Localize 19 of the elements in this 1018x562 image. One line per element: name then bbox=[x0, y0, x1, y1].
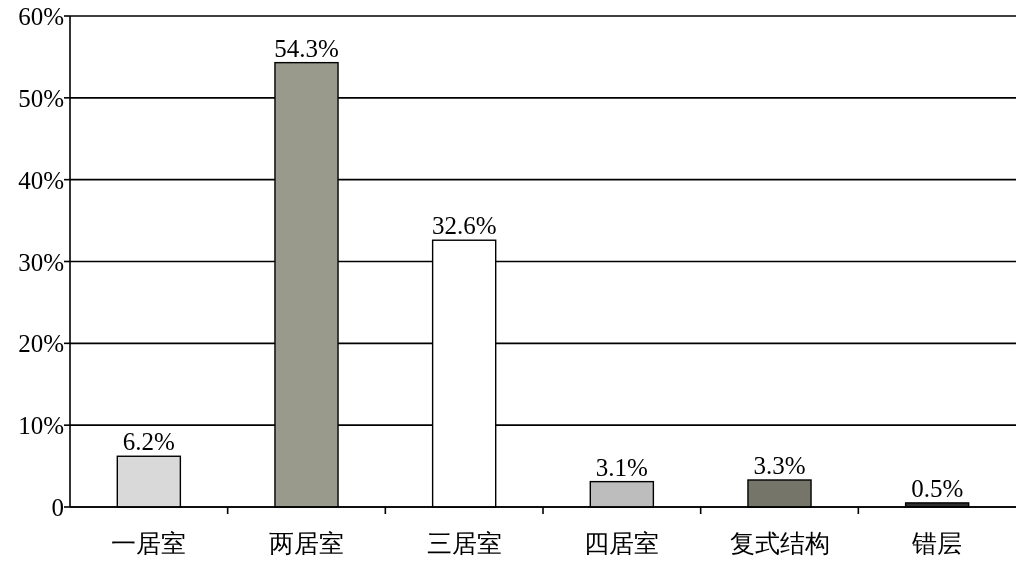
y-tick-label: 30% bbox=[18, 248, 64, 276]
data-label: 54.3% bbox=[274, 34, 339, 62]
data-label: 32.6% bbox=[431, 212, 497, 240]
data-label: 0.5% bbox=[911, 474, 964, 502]
y-tick-label: 10% bbox=[18, 412, 64, 440]
x-tick-label: 三居室 bbox=[426, 529, 502, 558]
y-tick-label: 60% bbox=[18, 3, 64, 30]
y-tick-label: 0 bbox=[51, 494, 64, 521]
data-label: 3.3% bbox=[753, 451, 806, 479]
y-tick-label: 40% bbox=[18, 166, 64, 194]
x-tick-label: 两居室 bbox=[269, 529, 344, 558]
y-tick-label: 20% bbox=[18, 330, 64, 358]
x-tick-label: 四居室 bbox=[584, 529, 660, 558]
data-label: 3.1% bbox=[595, 453, 648, 481]
x-tick-label: 错层 bbox=[911, 529, 963, 558]
y-tick-label: 50% bbox=[18, 84, 64, 112]
x-tick-label: 一居室 bbox=[111, 529, 187, 558]
x-tick-label: 复式结构 bbox=[729, 529, 830, 558]
data-label: 6.2% bbox=[122, 428, 175, 456]
